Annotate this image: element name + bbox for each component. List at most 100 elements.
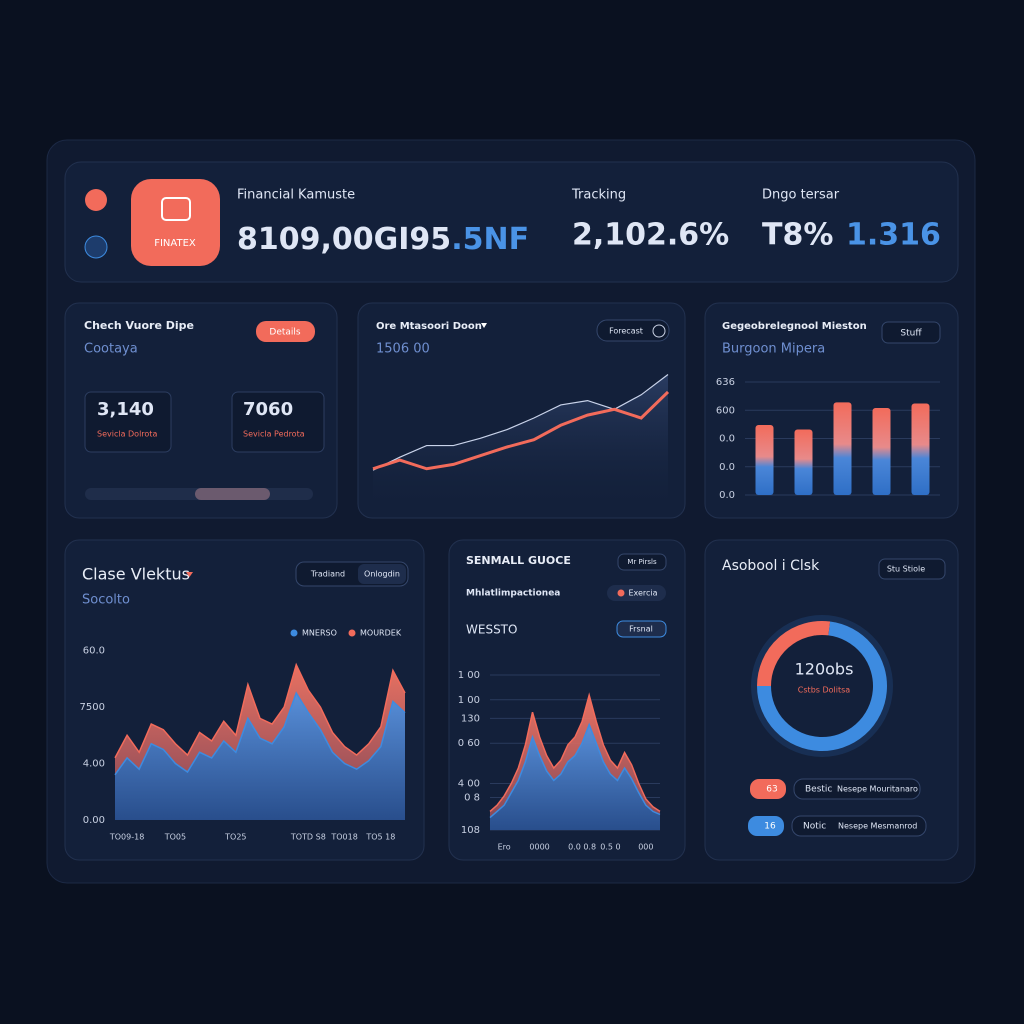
panel-title: Asobool i Clsk <box>722 558 820 574</box>
button[interactable] <box>256 321 315 342</box>
dropdown-icon[interactable] <box>481 323 487 328</box>
x-tick-label: 0000 <box>529 843 549 852</box>
card-value: 7060 <box>243 399 293 420</box>
x-tick-label: TO25 <box>224 833 246 842</box>
button[interactable] <box>617 553 667 571</box>
button[interactable] <box>596 319 670 342</box>
line-area <box>373 374 668 505</box>
pill[interactable] <box>616 620 667 638</box>
button-label[interactable]: Stuff <box>900 329 922 339</box>
tab[interactable]: Onlogdin <box>364 570 400 579</box>
brand-name: FINATEX <box>154 238 196 249</box>
button-icon[interactable] <box>652 324 666 338</box>
legend-row <box>793 778 921 800</box>
y-tick-label: 130 <box>461 713 480 724</box>
area <box>490 724 660 830</box>
button-label[interactable]: Details <box>269 328 301 338</box>
legend-text: Nesepe Mouritanaro <box>837 785 918 794</box>
y-tick-label: 4 00 <box>458 779 480 790</box>
y-tick-label: 1 00 <box>458 670 480 681</box>
stat-suffix: .5NF <box>451 222 529 257</box>
y-tick-label: 60.0 <box>83 646 105 657</box>
y-tick-label: 600 <box>716 405 735 416</box>
panel-subtitle: Cootaya <box>84 342 138 357</box>
pill[interactable] <box>607 585 666 601</box>
panel-title: Ore Mtasoori Doon <box>376 321 482 332</box>
stat-value: 8109,00GI95 <box>237 222 451 257</box>
stat-card <box>231 391 325 453</box>
brand-logo <box>131 179 220 266</box>
area-line <box>114 662 406 759</box>
donut-center: 120obs <box>795 660 854 679</box>
panel-subtitle: Socolto <box>82 593 130 608</box>
tab[interactable]: Tradiand <box>310 570 345 579</box>
button-label[interactable]: Forecast <box>609 327 643 336</box>
stat-label: Dngo tersar <box>762 188 840 203</box>
y-tick-label: 0 8 <box>464 792 480 803</box>
legend-dot <box>348 629 356 637</box>
badge <box>750 779 786 799</box>
bar <box>872 407 891 495</box>
donut-slice <box>757 621 887 751</box>
icon[interactable] <box>84 235 108 259</box>
panel-subtitle: Burgoon Mipera <box>722 342 825 357</box>
tab-active[interactable] <box>358 564 406 584</box>
stat-value: 8109,00GI95.5NF <box>237 222 529 257</box>
panel-title: Chech Vuore Dipe <box>84 319 194 332</box>
donut-sub: Cstbs Dolitsa <box>798 686 850 695</box>
legend-dot <box>290 629 298 637</box>
y-tick-label: 636 <box>716 377 735 388</box>
stat-label: Tracking <box>571 188 626 203</box>
area-line <box>489 692 661 813</box>
button[interactable] <box>881 321 941 344</box>
x-tick-label: TO05 <box>164 833 186 842</box>
row-label: Mhlatlimpactionea <box>466 589 560 599</box>
pill-label[interactable]: Exercia <box>628 589 657 598</box>
x-tick-label: TO018 <box>330 833 357 842</box>
y-tick-label: 0.00 <box>83 815 105 826</box>
x-tick-label: TO5 18 <box>365 833 395 842</box>
bar <box>794 429 813 495</box>
x-tick-label: 0.5 0 <box>600 843 620 852</box>
panel-title: SENMALL GUOCE <box>466 554 571 567</box>
card-label: Sevicla Pedrota <box>243 430 305 439</box>
donut-slice <box>757 621 831 687</box>
panel-title: Clase Vlektus <box>82 565 190 584</box>
panel <box>704 539 959 861</box>
panel-title: Gegeobrelegnool Mieston <box>722 321 867 332</box>
area <box>115 692 405 820</box>
button-label[interactable]: Mr Pirsls <box>627 558 657 566</box>
badge-label: 16 <box>764 822 776 832</box>
dropdown-icon[interactable] <box>186 572 193 577</box>
icon[interactable] <box>85 189 107 211</box>
y-tick-label: 0.0 <box>719 490 735 501</box>
y-tick-label: 0 60 <box>458 738 480 749</box>
panel-value: 1506 00 <box>376 342 430 357</box>
stat-label: Financial Kamuste <box>237 188 355 203</box>
stat-value: T8% <box>762 218 833 253</box>
button[interactable] <box>878 558 946 580</box>
stat-value: 2,102.6% <box>572 218 729 253</box>
line <box>372 390 670 471</box>
stat-card <box>84 391 172 453</box>
x-tick-label: 0.0 0.8 <box>568 843 596 852</box>
pill-dot <box>617 589 625 597</box>
card-value: 3,140 <box>97 399 154 420</box>
y-tick-label: 0.0 <box>719 462 735 473</box>
y-tick-label: 108 <box>461 825 480 836</box>
button-label[interactable]: Stu Stiole <box>887 565 925 574</box>
legend-label: MNERSO <box>302 629 337 638</box>
x-tick-label: TO09-18 <box>109 833 144 842</box>
line <box>372 374 669 471</box>
x-tick-label: Ero <box>498 843 511 852</box>
panel <box>64 302 338 519</box>
badge-label: 63 <box>766 785 777 795</box>
legend-text: Nesepe Mesmanrod <box>838 822 917 831</box>
progress-fill <box>195 488 270 500</box>
pill-label[interactable]: Frsnal <box>629 625 653 634</box>
y-tick-label: 1 00 <box>458 695 480 706</box>
legend-name: Bestic <box>805 785 832 795</box>
badge <box>748 816 784 836</box>
bar <box>833 402 852 495</box>
